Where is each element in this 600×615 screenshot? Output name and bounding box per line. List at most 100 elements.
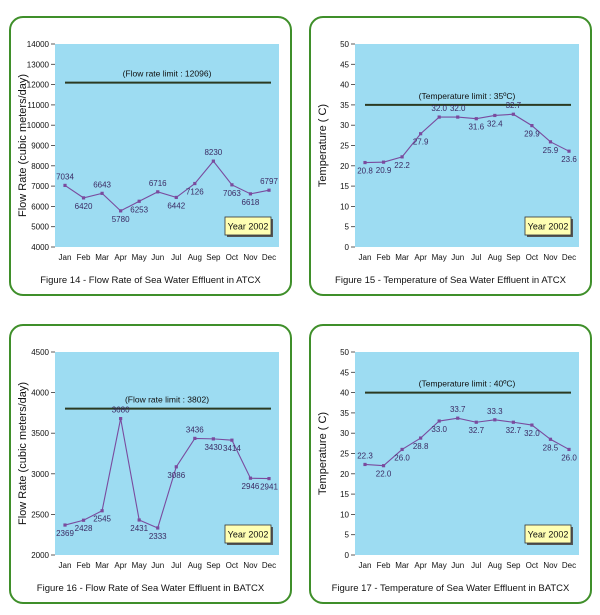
- data-label: 5780: [112, 215, 130, 224]
- data-point: [548, 140, 553, 144]
- year-label: Year 2002: [528, 530, 569, 540]
- y-tick-label: 3000: [31, 470, 49, 479]
- y-tick-label: 10000: [27, 121, 50, 130]
- y-tick-label: 14000: [27, 40, 50, 49]
- data-point: [248, 192, 253, 196]
- data-label: 3086: [167, 471, 185, 480]
- y-tick-label: 4000: [31, 243, 49, 252]
- data-label: 2946: [242, 482, 260, 491]
- y-axis-label: Flow Rate (cubic meters/day): [17, 74, 29, 217]
- data-point: [267, 188, 271, 192]
- y-tick-label: 12000: [27, 81, 50, 90]
- y-tick-label: 40: [340, 389, 349, 398]
- year-label: Year 2002: [228, 222, 269, 232]
- data-point: [137, 199, 141, 203]
- x-tick-label: Mar: [395, 253, 409, 262]
- data-point: [211, 159, 215, 163]
- y-tick-label: 25: [340, 450, 349, 459]
- data-point: [437, 115, 441, 119]
- x-tick-label: Nov: [543, 253, 557, 262]
- x-tick-label: Mar: [395, 561, 409, 570]
- figure-caption: Figure 15 - Temperature of Sea Water Eff…: [335, 275, 566, 286]
- data-point: [81, 518, 86, 522]
- y-tick-label: 20: [340, 162, 349, 171]
- data-label: 6618: [242, 198, 260, 207]
- data-point: [230, 438, 234, 442]
- x-tick-label: Mar: [95, 253, 109, 262]
- x-tick-label: Sep: [506, 561, 521, 570]
- data-point: [567, 447, 571, 452]
- data-point: [230, 183, 234, 187]
- x-tick-label: Jul: [171, 253, 181, 262]
- y-tick-label: 15: [340, 490, 349, 499]
- y-tick-label: 20: [340, 470, 349, 479]
- data-point: [511, 112, 515, 116]
- data-label: 28.8: [413, 442, 429, 451]
- data-label: 6442: [167, 201, 185, 210]
- data-point: [548, 437, 553, 441]
- limit-label: (Flow rate limit : 3802): [125, 395, 209, 405]
- data-label: 7034: [56, 172, 74, 181]
- data-point: [456, 115, 460, 119]
- year-box: [524, 216, 572, 236]
- x-tick-label: Jul: [471, 253, 481, 262]
- x-tick-label: Apr: [114, 253, 127, 262]
- x-tick-label: Jan: [59, 561, 72, 570]
- data-label: 6420: [75, 202, 93, 211]
- y-tick-label: 10: [340, 202, 349, 211]
- data-point: [381, 464, 386, 468]
- limit-label: (Temperature limit : 35ºC): [419, 91, 516, 101]
- chart-panel-atcx-flow: 4000 5000 6000 7000 8000 9000 10000 11000 12000 1…: [9, 16, 292, 296]
- y-tick-label: 4500: [31, 348, 49, 357]
- data-point: [437, 419, 441, 423]
- x-tick-label: Aug: [188, 561, 202, 570]
- data-point: [156, 190, 160, 194]
- y-tick-label: 50: [340, 348, 349, 357]
- x-tick-label: Aug: [488, 253, 502, 262]
- x-tick-label: Jan: [359, 561, 372, 570]
- x-tick-label: May: [432, 253, 447, 262]
- y-tick-label: 11000: [27, 101, 49, 110]
- data-label: 20.9: [376, 166, 392, 175]
- y-tick-label: 0: [345, 551, 350, 560]
- data-point: [363, 160, 367, 165]
- x-tick-label: Dec: [262, 253, 276, 262]
- x-tick-label: Sep: [206, 561, 221, 570]
- data-point: [100, 509, 104, 513]
- data-point: [474, 420, 478, 424]
- x-tick-label: Oct: [526, 253, 539, 262]
- x-tick-label: Oct: [226, 561, 239, 570]
- x-tick-label: Feb: [77, 253, 91, 262]
- data-point: [419, 132, 423, 136]
- data-point: [530, 124, 534, 128]
- data-label: 32.0: [524, 429, 540, 438]
- data-point: [400, 447, 404, 452]
- y-tick-label: 5000: [31, 223, 49, 232]
- y-tick-label: 45: [340, 368, 349, 377]
- x-tick-label: Mar: [95, 561, 109, 570]
- year-label: Year 2002: [228, 530, 269, 540]
- x-tick-label: Sep: [206, 253, 221, 262]
- x-tick-label: Feb: [377, 253, 391, 262]
- data-point: [193, 436, 197, 440]
- plot-area: [55, 352, 279, 555]
- y-tick-label: 10: [340, 510, 349, 519]
- y-tick-label: 35: [340, 409, 349, 418]
- y-axis-label: Temperature ( C): [317, 104, 329, 187]
- x-tick-label: Sep: [506, 253, 521, 262]
- data-point: [493, 418, 497, 422]
- year-box: [224, 216, 272, 236]
- data-label: 22.0: [376, 470, 392, 479]
- y-tick-label: 25: [340, 142, 349, 151]
- data-point: [193, 181, 197, 186]
- data-label: 7126: [186, 188, 204, 197]
- data-label: 32.0: [431, 104, 447, 113]
- y-tick-label: 4000: [31, 389, 49, 398]
- series-line: [64, 160, 270, 212]
- limit-label: (Temperature limit : 40ºC): [419, 379, 516, 389]
- y-axis-label: Temperature ( C): [317, 412, 329, 495]
- data-point: [456, 416, 460, 420]
- data-label: 33.3: [487, 407, 503, 416]
- data-label: 32.7: [506, 426, 522, 435]
- x-tick-label: Oct: [526, 561, 539, 570]
